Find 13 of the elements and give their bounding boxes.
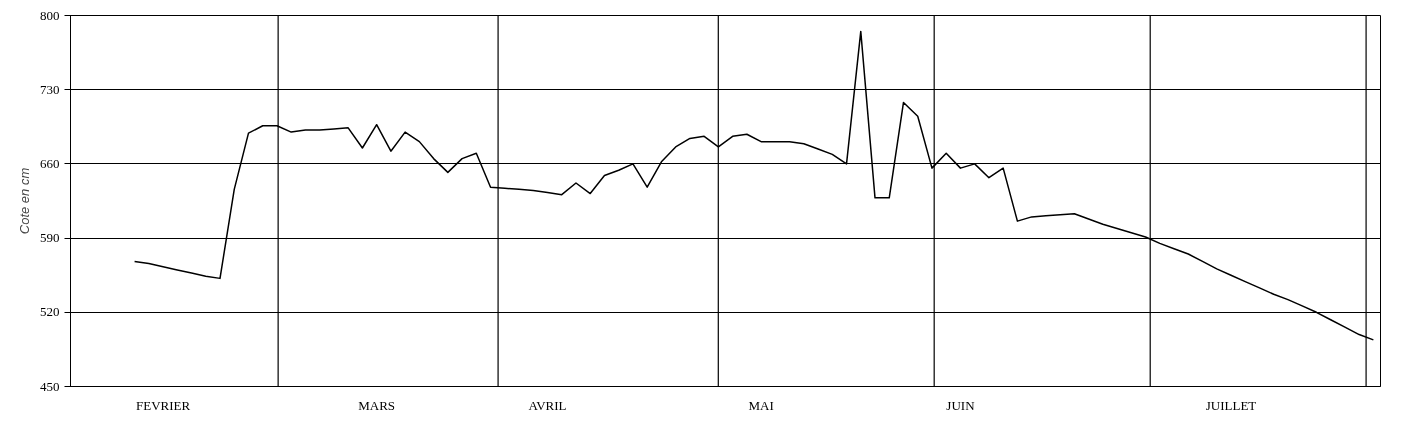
x-tick-label: JUILLET [1205, 397, 1257, 413]
x-tick-label: AVRIL [528, 397, 567, 413]
y-tick-label: 800 [40, 7, 60, 23]
x-tick-label: MAI [748, 397, 774, 413]
y-axis-title: Cote en cm [17, 167, 32, 235]
y-tick-label: 660 [40, 155, 60, 171]
x-tick-label: MARS [358, 397, 396, 413]
y-tick-label: 520 [40, 304, 60, 320]
x-tick-label: JUIN [946, 397, 976, 413]
y-tick-label: 450 [40, 378, 60, 394]
x-tick-label: FEVRIER [135, 397, 191, 413]
y-tick-label: 730 [40, 81, 60, 97]
y-tick-label: 590 [40, 230, 60, 246]
